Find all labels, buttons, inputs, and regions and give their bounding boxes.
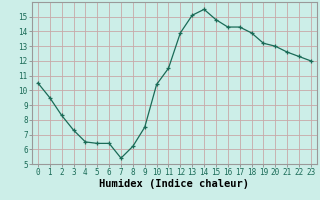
X-axis label: Humidex (Indice chaleur): Humidex (Indice chaleur): [100, 179, 249, 189]
